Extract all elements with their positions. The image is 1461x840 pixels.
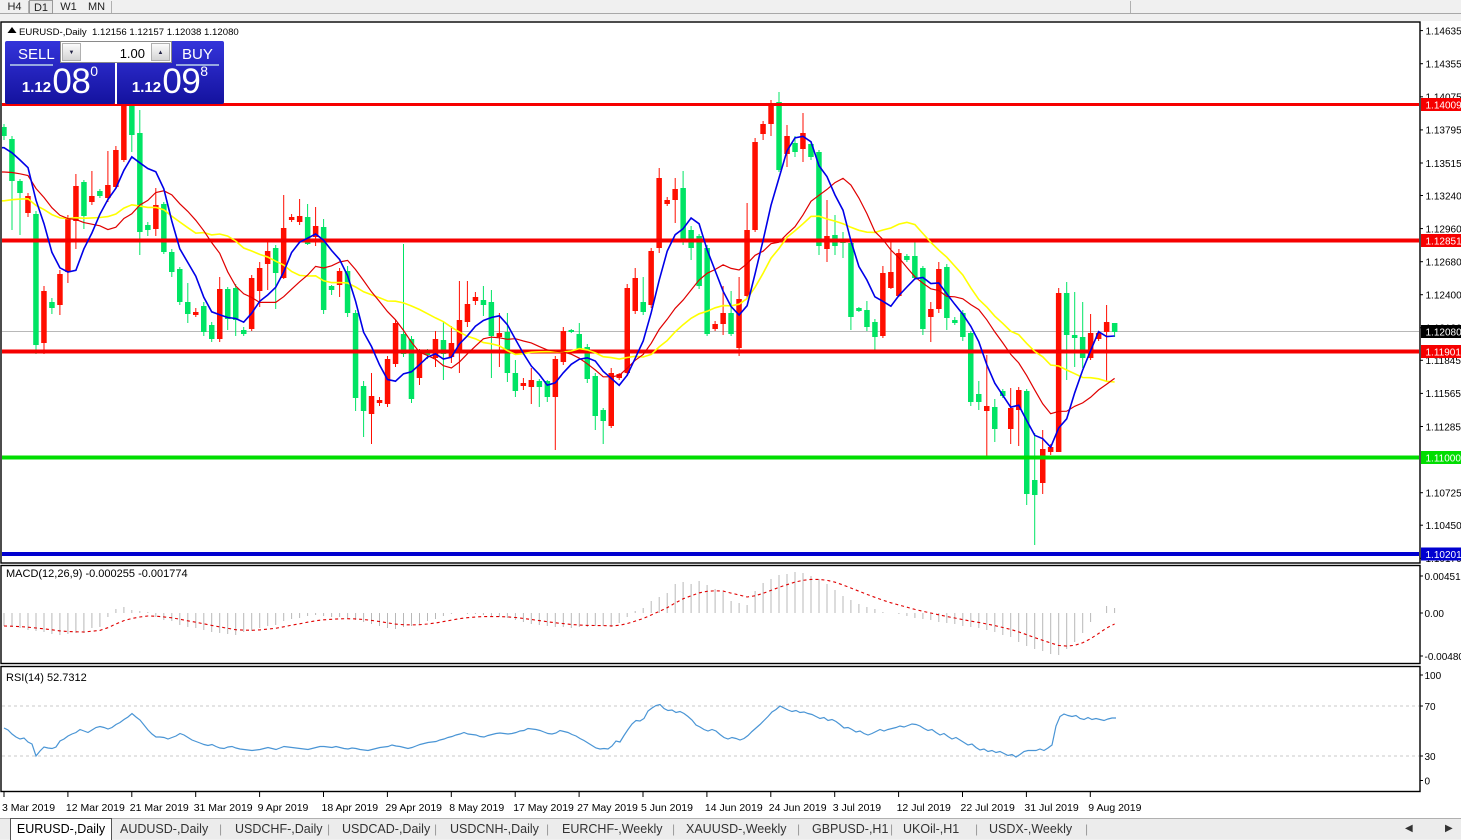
svg-text:8 May 2019: 8 May 2019 [449,802,504,814]
svg-text:0: 0 [1425,776,1431,787]
svg-text:1.10201: 1.10201 [1426,550,1461,561]
svg-text:17 May 2019: 17 May 2019 [513,802,574,814]
svg-text:21 Mar 2019: 21 Mar 2019 [130,802,189,814]
svg-text:1.11285: 1.11285 [1426,422,1461,433]
svg-text:14 Jun 2019: 14 Jun 2019 [705,802,763,814]
svg-text:12 Mar 2019: 12 Mar 2019 [66,802,125,814]
svg-text:1.10725: 1.10725 [1426,489,1461,500]
svg-text:1.14635: 1.14635 [1426,26,1461,37]
svg-text:MACD(12,26,9) -0.000255 -0.001: MACD(12,26,9) -0.000255 -0.001774 [6,568,188,580]
svg-text:27 May 2019: 27 May 2019 [577,802,638,814]
svg-text:1.13795: 1.13795 [1426,126,1461,137]
svg-text:1.10450: 1.10450 [1426,521,1461,532]
svg-text:29 Apr 2019: 29 Apr 2019 [385,802,442,814]
svg-text:70: 70 [1425,702,1437,713]
svg-text:3 Jul 2019: 3 Jul 2019 [833,802,882,814]
svg-text:9 Apr 2019: 9 Apr 2019 [258,802,309,814]
svg-text:1.12400: 1.12400 [1426,291,1461,302]
svg-text:12 Jul 2019: 12 Jul 2019 [897,802,951,814]
svg-text:9 Aug 2019: 9 Aug 2019 [1088,802,1141,814]
svg-text:1.12680: 1.12680 [1426,258,1461,269]
svg-text:1.12960: 1.12960 [1426,224,1461,235]
svg-text:31 Mar 2019: 31 Mar 2019 [194,802,253,814]
svg-text:0.00: 0.00 [1425,609,1445,620]
svg-text:3 Mar 2019: 3 Mar 2019 [2,802,55,814]
svg-text:-0.004806: -0.004806 [1425,652,1461,663]
svg-text:1.13515: 1.13515 [1426,159,1461,170]
svg-text:1.11901: 1.11901 [1426,348,1461,359]
svg-text:24 Jun 2019: 24 Jun 2019 [769,802,827,814]
svg-text:RSI(14) 52.7312: RSI(14) 52.7312 [6,672,87,684]
svg-text:0.004517: 0.004517 [1425,572,1461,583]
svg-text:1.13240: 1.13240 [1426,191,1461,202]
svg-text:30: 30 [1425,752,1437,763]
svg-text:1.14009: 1.14009 [1426,101,1461,112]
svg-text:1.12080: 1.12080 [1426,328,1461,339]
svg-text:18 Apr 2019: 18 Apr 2019 [322,802,379,814]
svg-text:1.11565: 1.11565 [1426,389,1461,400]
svg-text:1.12851: 1.12851 [1426,237,1461,248]
svg-text:1.11000: 1.11000 [1426,454,1461,465]
svg-text:1.14355: 1.14355 [1426,60,1461,71]
svg-text:100: 100 [1425,671,1442,682]
svg-text:22 Jul 2019: 22 Jul 2019 [961,802,1015,814]
svg-text:5 Jun 2019: 5 Jun 2019 [641,802,693,814]
svg-text:31 Jul 2019: 31 Jul 2019 [1024,802,1078,814]
